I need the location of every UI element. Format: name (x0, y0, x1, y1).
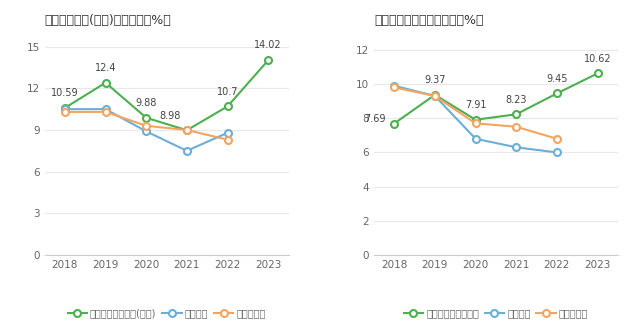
Text: 10.7: 10.7 (217, 87, 238, 97)
Text: 14.02: 14.02 (254, 41, 282, 50)
Text: 12.4: 12.4 (95, 63, 117, 73)
Text: 9.88: 9.88 (136, 98, 157, 108)
Legend: 公司净资产收益率(加权), 行业均值, 行业中位数: 公司净资产收益率(加权), 行业均值, 行业中位数 (64, 304, 269, 322)
Text: 8.98: 8.98 (159, 111, 181, 121)
Text: 7.91: 7.91 (465, 100, 486, 110)
Text: 10.62: 10.62 (583, 54, 612, 64)
Text: 净资产收益率(加权)历年情况（%）: 净资产收益率(加权)历年情况（%） (45, 14, 171, 27)
Text: 9.37: 9.37 (424, 75, 446, 85)
Text: 9.45: 9.45 (546, 74, 568, 84)
Text: 7.69: 7.69 (364, 113, 385, 124)
Text: 8.23: 8.23 (506, 95, 527, 105)
Legend: 公司投入资本回报率, 行业均值, 行业中位数: 公司投入资本回报率, 行业均值, 行业中位数 (400, 304, 592, 322)
Text: 投入资本回报率历年情况（%）: 投入资本回报率历年情况（%） (374, 14, 483, 27)
Text: 10.59: 10.59 (51, 88, 79, 98)
